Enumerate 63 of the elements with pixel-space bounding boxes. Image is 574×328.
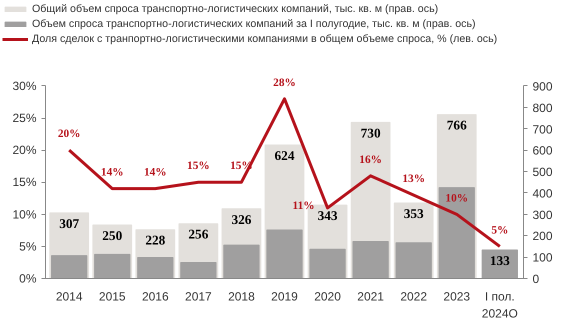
y2-tick-label: 0 bbox=[532, 272, 540, 286]
data-label: 624 bbox=[274, 148, 295, 164]
x-tick-label: 2016 bbox=[142, 290, 169, 304]
y2-tick-label: 200 bbox=[532, 229, 553, 244]
data-label: 28% bbox=[273, 76, 296, 89]
y-tick-label: 5% bbox=[19, 239, 37, 254]
y2-tick-label: 100 bbox=[532, 250, 553, 265]
data-label: 133 bbox=[490, 253, 510, 268]
data-label: 326 bbox=[231, 212, 252, 227]
bar bbox=[396, 242, 432, 278]
data-label: 20% bbox=[58, 128, 81, 140]
legend-label: Доля сделок с транпортно-логистическими компаниями в общем объеме спроса, % (лев. ось) bbox=[32, 32, 498, 45]
y-tick-label: 20% bbox=[12, 143, 37, 158]
y-tick-label: 10% bbox=[12, 207, 37, 222]
data-label: 343 bbox=[318, 208, 338, 224]
data-label: 16% bbox=[359, 154, 382, 166]
bar bbox=[309, 248, 346, 278]
x-tick-label: 2023 bbox=[443, 290, 470, 304]
x-tick-label: 2017 bbox=[185, 290, 212, 304]
bar bbox=[51, 255, 88, 278]
data-label: 14% bbox=[100, 166, 124, 179]
x-tick-label: 2019 bbox=[271, 290, 298, 304]
data-label: 14% bbox=[144, 166, 167, 179]
y-tick-label: 25% bbox=[12, 111, 37, 126]
data-label: 10% bbox=[445, 192, 468, 204]
data-label: 250 bbox=[102, 228, 123, 244]
y-tick-label: 0% bbox=[19, 272, 37, 286]
x-tick-label: 2021 bbox=[357, 290, 384, 304]
bar bbox=[438, 187, 475, 278]
bar bbox=[266, 229, 303, 278]
y2-tick-label: 700 bbox=[532, 122, 553, 136]
y2-tick-label: 800 bbox=[532, 100, 553, 115]
data-label: 11% bbox=[292, 200, 315, 212]
data-label: 5% bbox=[491, 224, 508, 236]
bar bbox=[223, 244, 260, 278]
bar bbox=[137, 257, 174, 278]
x-tick-label: 2015 bbox=[98, 290, 126, 304]
legend-label: Объем спроса транспортно-логистических компаний за I полугодие, тыс. кв. м (прав. ось) bbox=[32, 17, 476, 30]
data-label: 228 bbox=[145, 232, 166, 248]
y2-tick-label: 500 bbox=[532, 165, 553, 180]
y2-tick-label: 400 bbox=[532, 186, 553, 200]
x-tick-label: 2018 bbox=[228, 290, 256, 304]
y2-tick-label: 300 bbox=[532, 208, 553, 222]
data-label: 13% bbox=[402, 173, 426, 186]
x-tick-label: I пол. 2024О bbox=[482, 290, 518, 320]
x-tick-label: 2020 bbox=[314, 290, 342, 304]
data-label: 730 bbox=[360, 125, 381, 140]
bar bbox=[352, 240, 389, 278]
data-label: 766 bbox=[446, 118, 468, 133]
y2-tick-label: 900 bbox=[532, 79, 553, 94]
bar bbox=[482, 250, 518, 278]
bar bbox=[180, 262, 217, 278]
data-label: 353 bbox=[404, 206, 424, 221]
bar bbox=[94, 254, 130, 278]
y-tick-label: 15% bbox=[12, 175, 37, 190]
y-tick-label: 30% bbox=[12, 78, 37, 93]
x-tick-label: 2022 bbox=[400, 290, 428, 304]
data-label: 256 bbox=[188, 226, 209, 242]
y2-tick-label: 600 bbox=[532, 144, 553, 158]
legend-label: Общий объем спроса транспортно-логистических компаний, тыс. кв. м (прав. ось) bbox=[32, 2, 438, 15]
x-tick-label: 2014 bbox=[56, 290, 83, 304]
data-label: 15% bbox=[187, 160, 210, 172]
data-label: 307 bbox=[59, 216, 80, 231]
